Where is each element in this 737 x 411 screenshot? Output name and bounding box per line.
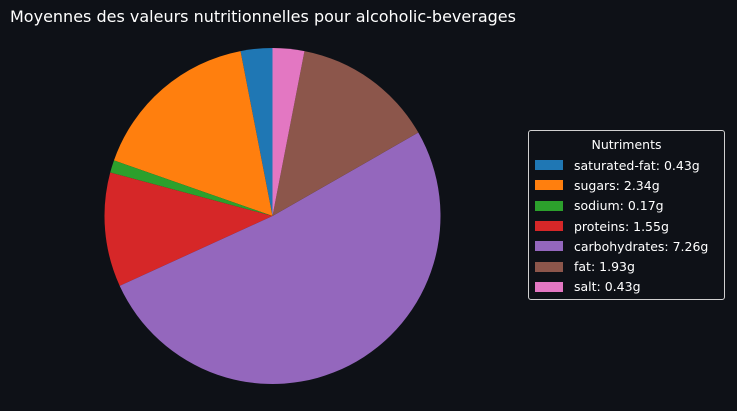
legend-title: Nutriments: [591, 137, 662, 152]
legend-swatch: [535, 180, 563, 191]
legend-label: sodium: 0.17g: [574, 198, 664, 214]
pie-slice-proteins: [104, 172, 273, 286]
legend-label: carbohydrates: 7.26g: [574, 238, 709, 254]
legend-item-sodium: sodium: 0.17g: [535, 196, 718, 216]
chart-title: Moyennes des valeurs nutritionnelles pou…: [10, 7, 516, 26]
legend-item-salt: salt: 0.43g: [535, 277, 718, 297]
pie-slice-salt: [272, 48, 305, 216]
legend: Nutriments saturated-fat: 0.43g sugars: 2…: [528, 130, 725, 300]
legend-label: sugars: 2.34g: [574, 177, 660, 193]
pie-slice-saturated-fat: [240, 48, 273, 216]
legend-label: salt: 0.43g: [574, 279, 641, 295]
legend-label: proteins: 1.55g: [574, 218, 669, 234]
pie-slice-sugars: [113, 51, 273, 216]
legend-swatch: [535, 281, 563, 292]
legend-label: fat: 1.93g: [574, 259, 635, 275]
pie-slice-fat: [272, 51, 419, 216]
legend-swatch: [535, 221, 563, 232]
legend-item-fat: fat: 1.93g: [535, 256, 718, 276]
legend-item-saturated-fat: saturated-fat: 0.43g: [535, 155, 718, 175]
pie-slice-sodium: [110, 160, 273, 216]
legend-item-sugars: sugars: 2.34g: [535, 175, 718, 195]
legend-label: saturated-fat: 0.43g: [574, 157, 700, 173]
legend-swatch: [535, 160, 563, 171]
legend-swatch: [535, 241, 563, 252]
legend-swatch: [535, 200, 563, 211]
legend-swatch: [535, 261, 563, 272]
legend-item-proteins: proteins: 1.55g: [535, 216, 718, 236]
pie-slice-carbohydrates: [119, 132, 441, 385]
legend-item-carbohydrates: carbohydrates: 7.26g: [535, 236, 718, 256]
